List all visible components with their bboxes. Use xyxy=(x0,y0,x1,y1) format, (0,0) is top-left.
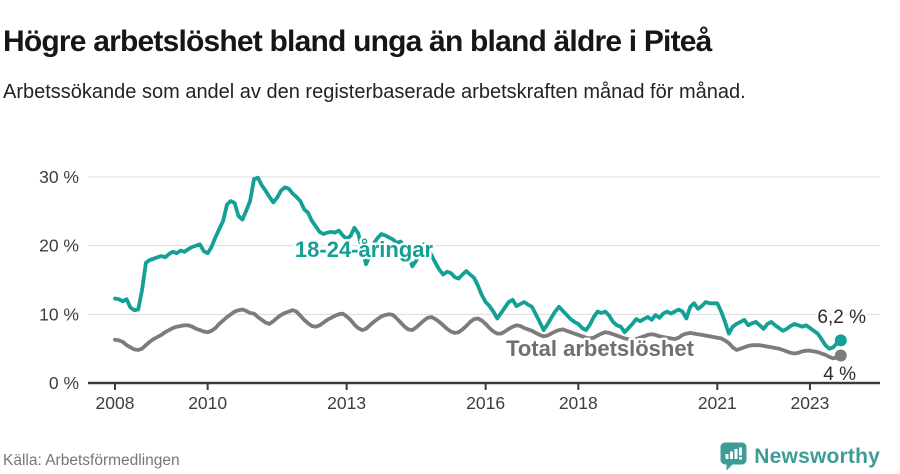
y-tick-label-20: 20 % xyxy=(39,236,79,256)
brand-name: Newsworthy xyxy=(754,444,880,468)
line-total-arbetsloshet xyxy=(113,307,843,361)
x-tick-label-2013: 2013 xyxy=(327,393,366,413)
series-label-total-arbetsloshet: Total arbetslöshet xyxy=(506,336,695,361)
series-label-18-24-aringar: 18-24-åringar xyxy=(295,237,434,262)
y-tick-label-10: 10 % xyxy=(39,304,79,324)
y-tick-label-0: 0 % xyxy=(49,373,79,393)
x-tick-label-2021: 2021 xyxy=(698,393,737,413)
source-note: Källa: Arbetsförmedlingen xyxy=(3,452,180,469)
end-dot-18-24-aringar xyxy=(834,334,847,347)
page-title: Högre arbetslöshet bland unga än bland ä… xyxy=(3,25,712,59)
line-18-24-aringar xyxy=(113,175,843,351)
x-tick-label-2008: 2008 xyxy=(96,393,135,413)
x-tick-label-2016: 2016 xyxy=(466,393,505,413)
chart-subtitle: Arbetssökande som andel av den registerb… xyxy=(3,81,746,103)
x-tick-label-2010: 2010 xyxy=(188,393,227,413)
x-tick-label-2018: 2018 xyxy=(559,393,598,413)
end-value-18-24-aringar: 6,2 % xyxy=(817,307,866,328)
x-tick-label-2023: 2023 xyxy=(790,393,829,413)
end-dot-total-arbetsloshet xyxy=(834,349,847,362)
newsworthy-logo: Newsworthy xyxy=(720,442,880,471)
newsworthy-icon xyxy=(720,442,747,471)
y-tick-label-30: 30 % xyxy=(39,167,79,187)
